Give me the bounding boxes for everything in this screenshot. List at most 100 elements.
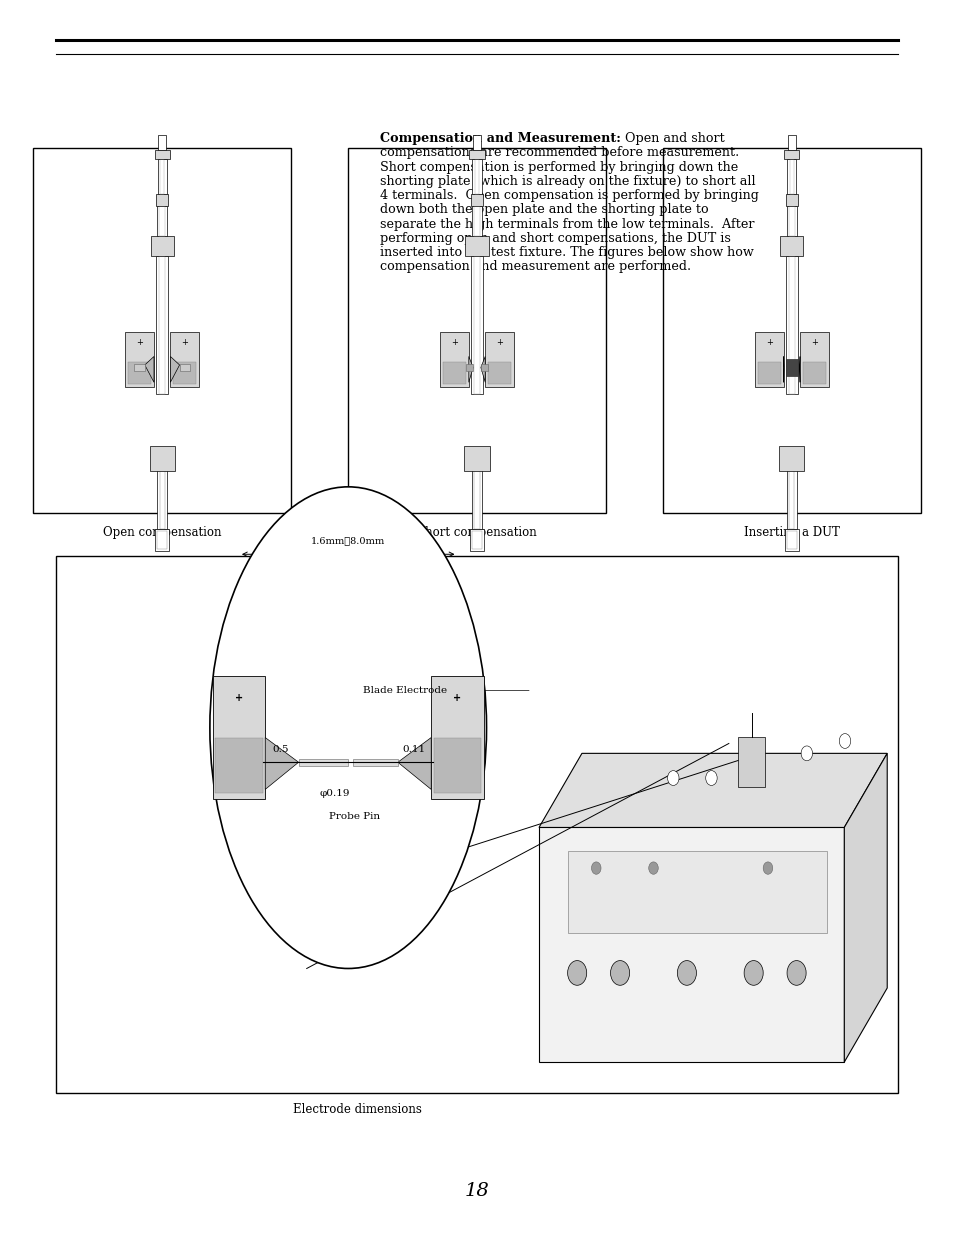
Polygon shape xyxy=(145,357,153,383)
Bar xyxy=(173,362,196,384)
Bar xyxy=(788,458,794,529)
Bar xyxy=(179,364,190,370)
Bar xyxy=(157,531,167,548)
Text: shorting plate (which is already on the fixture) to short all: shorting plate (which is already on the … xyxy=(379,175,755,188)
Bar xyxy=(157,158,167,194)
Circle shape xyxy=(667,771,679,785)
Bar xyxy=(784,358,798,377)
Bar xyxy=(158,135,166,149)
Polygon shape xyxy=(538,753,886,827)
Text: +: + xyxy=(451,338,457,347)
Bar xyxy=(154,529,170,551)
Bar xyxy=(784,256,798,394)
Bar xyxy=(779,446,803,471)
Bar xyxy=(466,364,473,370)
Circle shape xyxy=(786,961,805,986)
Bar xyxy=(474,206,479,236)
Text: down both the open plate and the shorting plate to: down both the open plate and the shortin… xyxy=(379,204,707,216)
Bar xyxy=(155,194,169,206)
Circle shape xyxy=(839,734,850,748)
Text: compensations are recommended before measurement.: compensations are recommended before mea… xyxy=(379,147,739,159)
Circle shape xyxy=(648,862,658,874)
Bar xyxy=(470,256,483,394)
Bar xyxy=(154,149,170,158)
Circle shape xyxy=(591,862,600,874)
Text: Short compensation is performed by bringing down the: Short compensation is performed by bring… xyxy=(379,161,738,174)
Text: Blade Electrode: Blade Electrode xyxy=(362,687,446,695)
Bar xyxy=(125,332,153,387)
Text: φ0.19: φ0.19 xyxy=(319,789,350,798)
Text: +: + xyxy=(810,338,817,347)
Bar xyxy=(213,676,265,799)
Bar xyxy=(754,332,782,387)
Text: 0.11: 0.11 xyxy=(402,746,425,755)
Bar xyxy=(159,458,165,529)
Bar xyxy=(475,158,478,194)
Bar xyxy=(159,206,165,236)
Bar xyxy=(464,446,489,471)
Bar xyxy=(470,194,483,206)
Bar xyxy=(787,135,795,149)
Bar xyxy=(480,364,487,370)
Bar xyxy=(786,206,796,236)
Bar xyxy=(128,362,151,384)
Text: 4 terminals.  Open compensation is performed by bringing: 4 terminals. Open compensation is perfor… xyxy=(379,189,758,203)
Text: Inserting a DUT: Inserting a DUT xyxy=(743,526,839,540)
Bar xyxy=(348,148,605,513)
Bar xyxy=(465,236,488,256)
Bar xyxy=(786,158,796,194)
Bar xyxy=(157,206,167,236)
Text: Probe Pin: Probe Pin xyxy=(329,811,380,820)
Bar xyxy=(780,236,802,256)
Bar xyxy=(488,362,511,384)
Bar xyxy=(789,158,793,194)
Text: Compensation and Measurement:: Compensation and Measurement: xyxy=(379,132,619,146)
Bar xyxy=(485,332,514,387)
Bar xyxy=(156,458,168,529)
Bar xyxy=(442,362,465,384)
Bar xyxy=(800,332,828,387)
Polygon shape xyxy=(171,357,179,383)
Bar xyxy=(474,256,479,394)
Bar xyxy=(469,529,484,551)
Circle shape xyxy=(677,961,696,986)
Text: separate the high terminals from the low terminals.  After: separate the high terminals from the low… xyxy=(379,217,754,231)
Bar xyxy=(738,737,764,787)
Text: performing open and short compensations, the DUT is: performing open and short compensations,… xyxy=(379,232,730,245)
Bar xyxy=(662,148,920,513)
Bar xyxy=(150,446,174,471)
Bar xyxy=(802,362,825,384)
Text: compensation and measurement are performed.: compensation and measurement are perform… xyxy=(379,261,690,273)
Bar xyxy=(134,364,145,370)
Bar xyxy=(33,148,291,513)
Bar xyxy=(783,529,799,551)
Bar xyxy=(434,737,480,793)
Circle shape xyxy=(705,771,717,785)
Text: inserted into the test fixture. The figures below show how: inserted into the test fixture. The figu… xyxy=(379,246,753,259)
Ellipse shape xyxy=(210,487,486,968)
Bar xyxy=(56,556,897,1093)
Bar xyxy=(788,206,794,236)
Polygon shape xyxy=(480,357,485,383)
Text: +: + xyxy=(136,338,143,347)
Text: +: + xyxy=(453,693,461,703)
Bar xyxy=(472,158,481,194)
Bar xyxy=(431,676,483,799)
Text: 0.5: 0.5 xyxy=(273,746,289,755)
Text: Open compensation: Open compensation xyxy=(103,526,221,540)
Text: +: + xyxy=(765,338,772,347)
Bar xyxy=(472,206,481,236)
Bar xyxy=(567,851,826,934)
Text: Open and short: Open and short xyxy=(619,132,723,146)
Bar xyxy=(469,149,484,158)
Text: +: + xyxy=(234,693,243,703)
Polygon shape xyxy=(397,737,431,789)
Bar xyxy=(788,256,794,394)
Bar xyxy=(757,362,780,384)
Bar xyxy=(439,332,468,387)
Text: Electrode dimensions: Electrode dimensions xyxy=(293,1103,422,1116)
Polygon shape xyxy=(538,827,843,1062)
Circle shape xyxy=(743,961,762,986)
Circle shape xyxy=(801,746,812,761)
Bar xyxy=(783,149,799,158)
